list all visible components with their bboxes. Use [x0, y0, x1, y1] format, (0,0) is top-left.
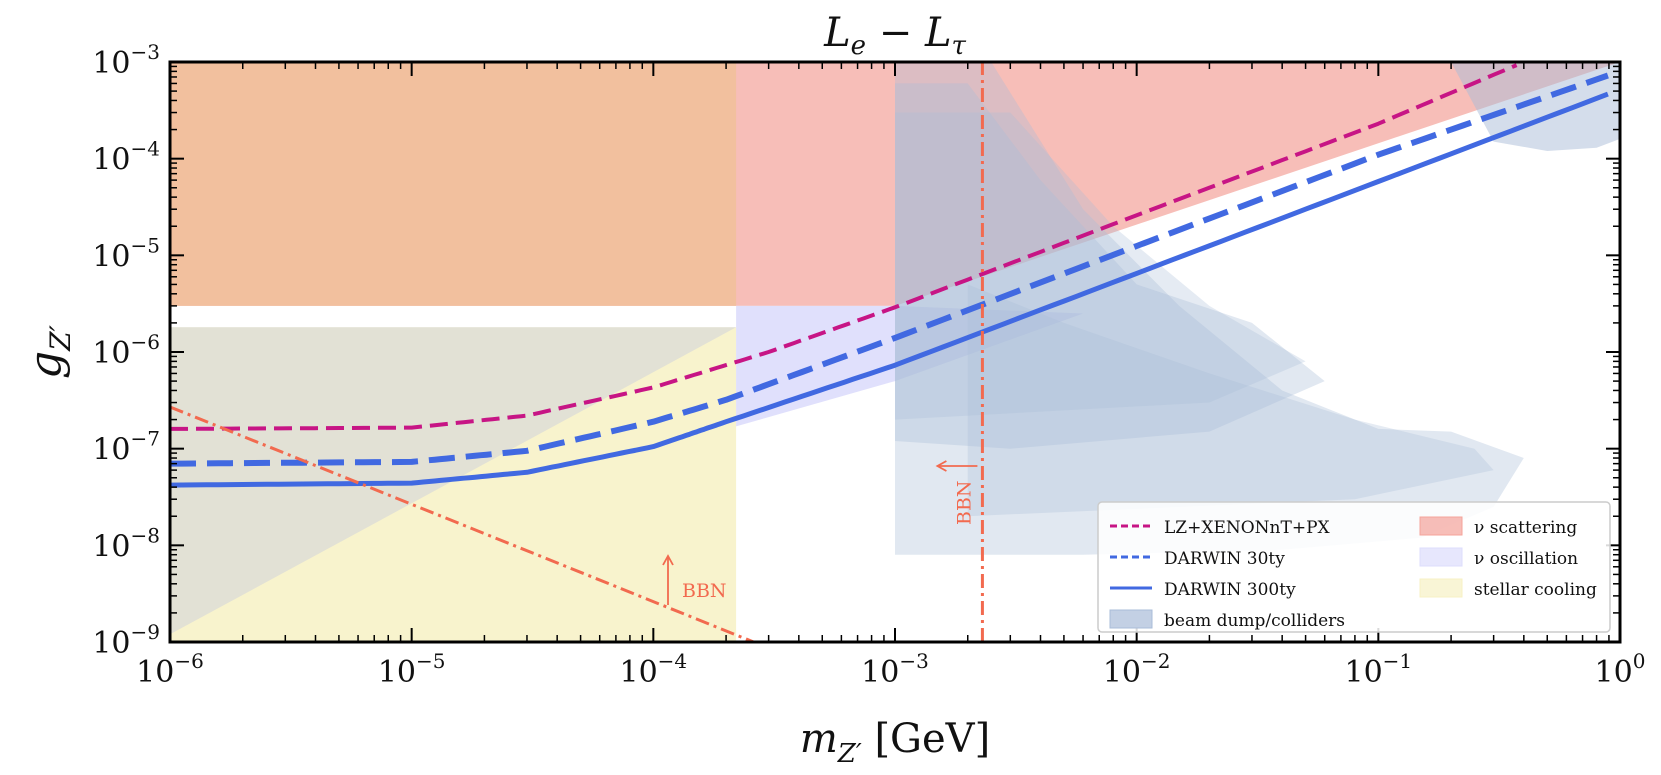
series-line-0: [170, 63, 1518, 431]
region-stellar-overlap: [170, 62, 737, 306]
legend-label: beam dump/colliders: [1164, 611, 1345, 631]
y-tick-label: 10−4: [92, 137, 160, 178]
y-tick-label: 10−6: [92, 330, 160, 371]
bbn-label-1: BBN: [682, 580, 727, 602]
x-tick-label: 10−3: [861, 649, 929, 690]
x-tick-label: 10−5: [378, 649, 446, 690]
region-beam-dump-outer: [895, 62, 1524, 555]
legend-swatch: [1419, 547, 1463, 567]
y-axis-label: gZ′: [20, 324, 77, 379]
y-tick-label: 10−8: [92, 523, 160, 564]
x-tick-label: 10−2: [1103, 649, 1171, 690]
bbn-arrow-up-head: [662, 554, 674, 566]
region-nu-oscillation: [736, 305, 1084, 427]
bbn-label-2: BBN: [953, 480, 975, 525]
region-beam-dump-mid: [895, 83, 1325, 449]
legend: LZ+XENONnT+PX DARWIN 30ty DARWIN 300ty beam…: [1097, 501, 1611, 633]
bbn-arrow-left-head: [935, 460, 947, 472]
legend-label: ν scattering: [1474, 518, 1577, 538]
series-line-1: [170, 72, 1609, 467]
legend-swatch: [1419, 578, 1463, 598]
legend-label: stellar cooling: [1474, 580, 1597, 600]
x-axis-label: mZ′ [GeV]: [800, 716, 990, 769]
x-tick-label: 10−1: [1344, 649, 1412, 690]
region-collider-high-mass: [1451, 62, 1620, 151]
legend-swatch: [1109, 609, 1153, 629]
y-tick-label: 10−5: [92, 233, 160, 274]
bbn-bounds: [170, 62, 984, 642]
series-line-2: [170, 91, 1609, 488]
y-tick-label: 10−7: [92, 427, 160, 468]
sensitivity-curves: [170, 63, 1609, 488]
legend-label: ν oscillation: [1474, 549, 1578, 569]
x-tick-label: 10−4: [619, 649, 687, 690]
legend-swatch: [1419, 516, 1463, 536]
y-tick-label: 10−9: [92, 620, 160, 661]
y-tick-label: 10−3: [92, 40, 160, 81]
region-beam-dump-low: [967, 284, 1494, 517]
legend-label: DARWIN 30ty: [1164, 549, 1285, 569]
chart-title: Le − Lτ: [823, 10, 966, 61]
bbn-line-0: [170, 405, 755, 642]
x-tick-label: 10−6: [136, 649, 204, 690]
excluded-regions: [170, 62, 1620, 642]
legend-box: [1097, 501, 1611, 633]
legend-label: LZ+XENONnT+PX: [1164, 518, 1331, 538]
legend-label: DARWIN 300ty: [1164, 580, 1296, 600]
axes: 10−6 10−5 10−4 10−3 10−2 10−1 100 10−9 10−8 10−7 1…: [92, 40, 1645, 690]
x-tick-label: 100: [1595, 649, 1646, 690]
region-beam-dump-inner: [895, 112, 1306, 420]
